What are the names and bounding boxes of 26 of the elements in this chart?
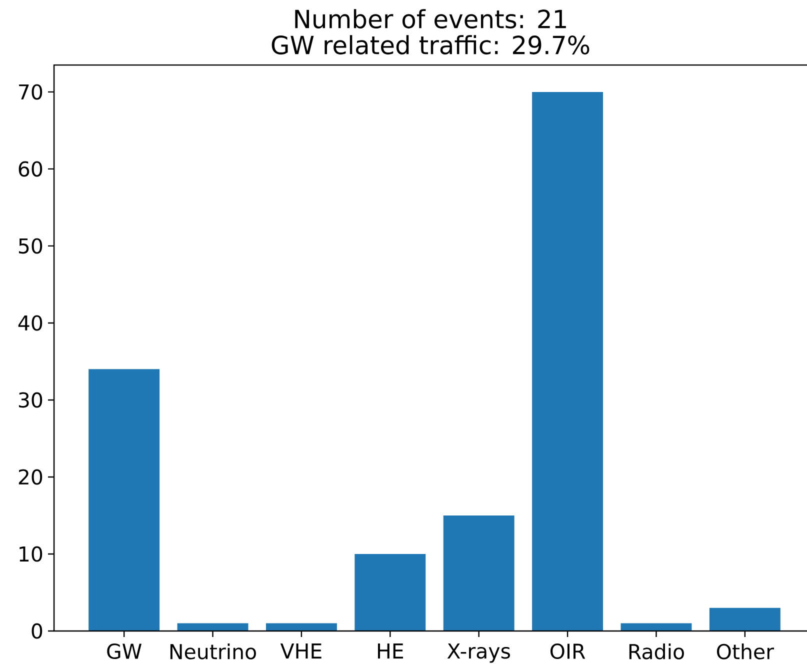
bar: [620, 623, 692, 631]
bar: [709, 608, 780, 631]
bar: [443, 515, 514, 631]
bar: [177, 623, 248, 631]
y-tick-label: 30: [18, 392, 42, 408]
x-tick-label: Radio: [629, 644, 684, 660]
y-tick-label: 40: [18, 315, 42, 331]
x-tick-label: Neutrino: [170, 644, 256, 660]
y-tick-label: 0: [32, 623, 42, 639]
y-tick-label: 60: [18, 161, 42, 177]
chart-subtitle: GW related traffic: 29.7%: [272, 35, 590, 54]
x-tick-label: OIR: [550, 644, 586, 660]
y-tick-label: 20: [18, 469, 42, 485]
bar: [354, 554, 426, 631]
x-tick-label: VHE: [280, 644, 322, 658]
x-tick-label: GW: [107, 644, 142, 660]
y-tick-label: 10: [20, 546, 42, 562]
y-tick-label: 50: [18, 238, 42, 254]
bar: [532, 92, 604, 631]
x-tick-label: Other: [716, 644, 774, 660]
bar: [88, 369, 160, 631]
x-tick-label: HE: [378, 644, 404, 658]
y-tick-label: 70: [19, 84, 42, 100]
bar: [266, 623, 337, 631]
x-tick-label: X-rays: [447, 644, 510, 663]
chart-title: Number of events: 21: [295, 9, 566, 28]
